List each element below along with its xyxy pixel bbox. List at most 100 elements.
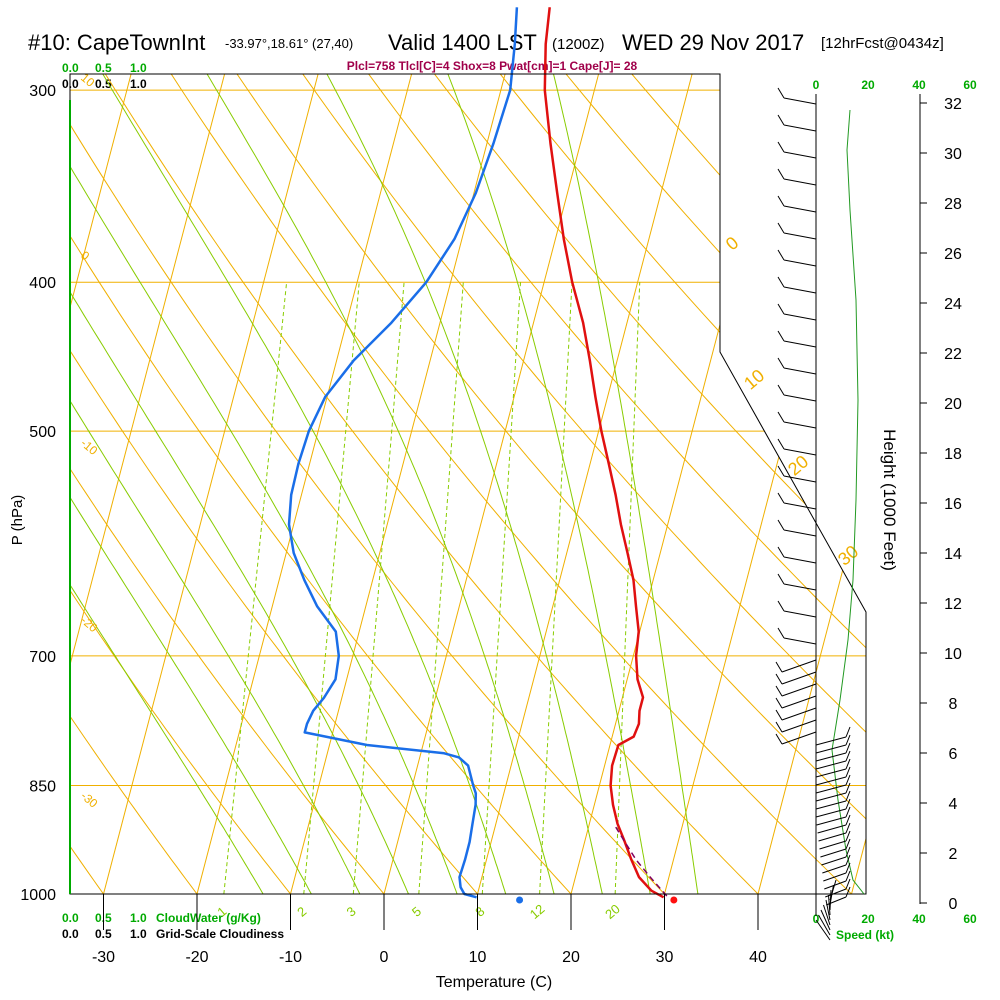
- dry-adiabat-line: [70, 74, 697, 894]
- speed-tick: 20: [861, 78, 875, 92]
- isotherm-line: [187, 74, 447, 894]
- wind-barb: [777, 573, 817, 591]
- wind-barb: [775, 707, 817, 721]
- cloudiness-scale-tick: 0.0: [62, 77, 79, 91]
- pressure-tick-label: 300: [29, 83, 56, 100]
- forecast-hour: [12hrFcst@0434z]: [821, 35, 944, 52]
- wind-barb: [777, 276, 817, 294]
- isotherm-line: [94, 74, 354, 894]
- wind-barb: [777, 168, 817, 186]
- cloudiness-scale-tick: 0.5: [95, 77, 112, 91]
- height-tick-label: 22: [944, 346, 962, 363]
- dry-adiabat-line: [70, 74, 507, 894]
- x-axis-label: Temperature (C): [436, 974, 552, 991]
- station-coordinates: -33.97°,18.61° (27,40): [225, 36, 353, 51]
- dry-adiabat-line: [150, 74, 866, 894]
- pressure-tick-label: 1000: [20, 887, 56, 904]
- mixing-ratio-line: [418, 282, 464, 894]
- y-axis-label: P (hPa): [9, 495, 26, 546]
- wind-barb: [777, 87, 817, 105]
- wind-barb: [777, 141, 817, 159]
- height-tick-label: 6: [949, 746, 958, 763]
- height-tick-label: 4: [949, 796, 958, 813]
- pressure-tick-label: 400: [29, 275, 56, 292]
- height-tick-label: 20: [944, 396, 962, 413]
- isotherm-line: [70, 74, 260, 894]
- moist-adiabat-line: [70, 74, 283, 894]
- wind-barb: [816, 806, 851, 826]
- wind-barb: [820, 909, 831, 931]
- surface-dewpoint-marker: [516, 896, 524, 904]
- dry-adiabat-label: 20: [784, 451, 812, 479]
- height-tick-label: 32: [944, 96, 962, 113]
- stability-parameters: Plcl=758 Tlcl[C]=4 Shox=8 Pwat[cm]=1 Cap…: [347, 59, 638, 73]
- wind-barb: [777, 330, 817, 348]
- isotherm-line: [842, 74, 866, 894]
- dry-adiabat-line: [336, 74, 866, 894]
- cloud-scale-top: 0.0 0.5 1.0 0.0 0.5 1.0: [62, 61, 147, 91]
- wind-barb: [821, 846, 851, 866]
- height-tick-label: 14: [944, 546, 962, 563]
- temperature-tick-label: -20: [185, 949, 208, 966]
- pressure-tick-label: 500: [29, 424, 56, 441]
- moist-adiabat-line: [390, 74, 657, 894]
- cloudiness-scale-tick: 0.0: [62, 927, 79, 941]
- isotherm-line: [936, 0, 1000, 927]
- wind-barb: [818, 822, 851, 842]
- temperature-tick-label: -10: [279, 949, 302, 966]
- height-axis-label: Height (1000 Feet): [880, 429, 899, 571]
- dry-adiabat-line: [274, 74, 866, 894]
- wind-barb: [777, 465, 817, 483]
- mixing-ratio-label: 12: [527, 901, 548, 922]
- cloudwater-scale-tick: 1.0: [130, 911, 147, 925]
- wind-barb: [777, 627, 817, 645]
- wind-barb: [815, 790, 851, 810]
- wind-barb: [777, 438, 817, 456]
- mixing-ratio-line: [614, 282, 641, 894]
- height-tick-label: 12: [944, 596, 962, 613]
- wind-barb: [777, 249, 817, 267]
- cloudiness-scale-tick: 1.0: [130, 77, 147, 91]
- dry-adiabat-line: [70, 74, 223, 894]
- height-tick-label: 18: [944, 446, 962, 463]
- temperature-tick-label: 0: [380, 949, 389, 966]
- wind-barb: [777, 546, 817, 564]
- cloudwater-label: CloudWater (g/Kg): [156, 911, 261, 925]
- mixing-ratio-line: [223, 282, 288, 894]
- dry-adiabat-line: [523, 74, 866, 894]
- wind-barb: [777, 195, 817, 213]
- dry-adiabat-line: [460, 74, 866, 894]
- moist-adiabat-line: [70, 74, 517, 894]
- isotherm-line: [374, 74, 634, 894]
- speed-tick: 60: [963, 78, 977, 92]
- wind-barb: [828, 894, 831, 916]
- wind-barb: [825, 899, 831, 921]
- dry-adiabat-line: [70, 74, 602, 894]
- cloudiness-label: Grid-Scale Cloudiness: [156, 927, 284, 941]
- wind-barb: [817, 814, 851, 834]
- dry-adiabat-line: [70, 74, 791, 894]
- wind-barb: [824, 870, 851, 890]
- dry-adiabat-label: 0: [722, 233, 743, 255]
- cloudwater-scale-tick: 0.0: [62, 61, 79, 75]
- wind-barb: [829, 889, 832, 911]
- wind-barb: [819, 830, 851, 850]
- sounding-profiles: [287, 7, 678, 904]
- dry-adiabat-line: [212, 74, 866, 894]
- wind-panel: [775, 87, 865, 941]
- wind-barb: [775, 695, 817, 709]
- height-tick-label: 8: [949, 696, 958, 713]
- pressure-tick-label: 700: [29, 649, 56, 666]
- height-tick-label: 0: [949, 896, 958, 913]
- wind-barb: [775, 731, 817, 745]
- temperature-tick-label: -30: [92, 949, 115, 966]
- wind-barb: [815, 726, 851, 746]
- height-tick-label: 28: [944, 196, 962, 213]
- dry-adiabat-line: [70, 74, 412, 894]
- speed-tick: 0: [813, 78, 820, 92]
- speed-tick: 40: [912, 912, 926, 926]
- wind-barb: [775, 659, 817, 673]
- station-title: #10: CapeTownInt: [28, 30, 205, 55]
- mixing-ratio-label: 5: [409, 903, 424, 919]
